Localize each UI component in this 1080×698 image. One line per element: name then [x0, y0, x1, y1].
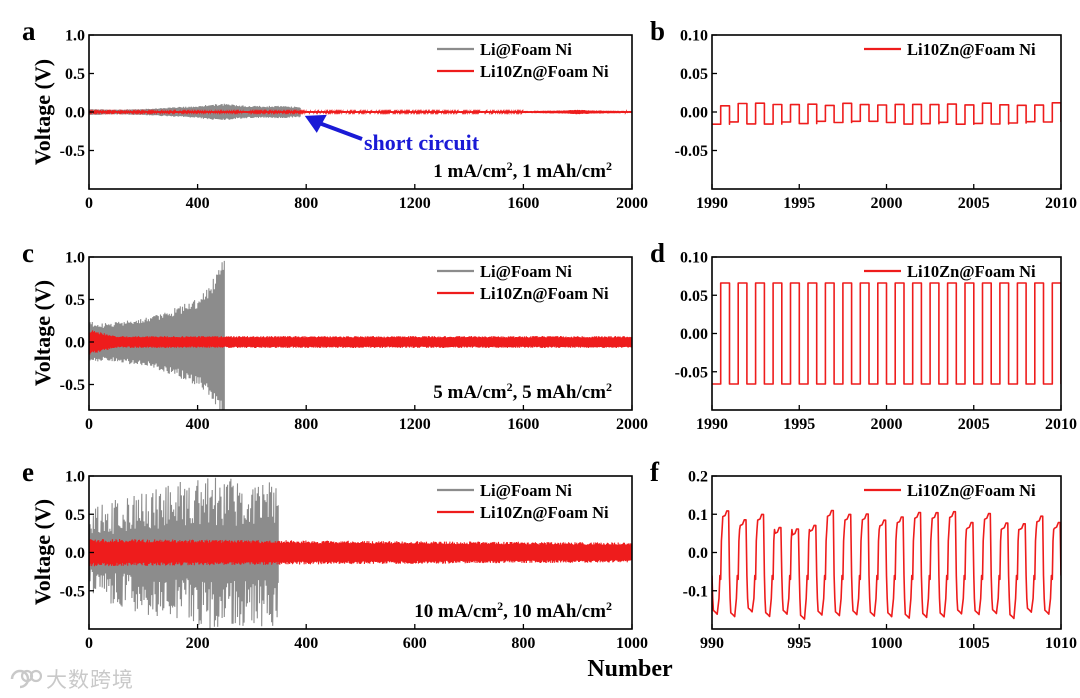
panel-c-xtick-label: 2000	[616, 416, 648, 433]
panel-e-xtick-label: 800	[511, 635, 535, 652]
panel-e-ytick-label: 0.5	[65, 507, 85, 524]
panel-b-xtick-label: 2010	[1045, 195, 1077, 212]
panel-a-series-li10zn-foam-ni	[89, 109, 632, 115]
panel-f-ytick-label: -0.1	[683, 583, 708, 600]
panel-b-xtick-label: 2005	[958, 195, 990, 212]
panel-b-xtick-label: 2000	[871, 195, 903, 212]
panel-e-xtick-label: 200	[186, 635, 210, 652]
panel-e-legend-label: Li10Zn@Foam Ni	[480, 503, 609, 522]
panel-b-ytick-label: -0.05	[675, 143, 708, 160]
panel-d-plot-area	[712, 282, 1061, 385]
panel-d-xtick-label: 2000	[871, 416, 903, 433]
panel-e-xtick-label: 1000	[616, 635, 648, 652]
panel-c-legend-label: Li10Zn@Foam Ni	[480, 284, 609, 303]
panel-c-letter: c	[22, 238, 34, 268]
panel-a-annotation-arrow	[318, 120, 363, 141]
panel-f-ytick-label: 0.2	[688, 469, 708, 486]
panel-d-letter: d	[650, 238, 665, 268]
panel-c-xtick-label: 400	[186, 416, 210, 433]
panel-d-legend-label: Li10Zn@Foam Ni	[907, 262, 1036, 281]
panel-c-plot-area	[89, 260, 632, 410]
panel-f-xtick-label: 995	[787, 635, 811, 652]
panel-e-series-li10zn-foam-ni	[89, 538, 632, 567]
panel-a-y-axis-label: Voltage (V)	[30, 59, 55, 165]
panel-c-condition: 5 mA/cm2, 5 mAh/cm2	[433, 380, 612, 403]
panel-e-condition: 10 mA/cm2, 10 mAh/cm2	[414, 599, 612, 622]
panel-f-xtick-label: 1005	[958, 635, 990, 652]
panel-e-ytick-label: 0.0	[65, 545, 85, 562]
watermark-text: 大数跨境	[46, 668, 134, 692]
panel-b-legend-label: Li10Zn@Foam Ni	[907, 40, 1036, 59]
panel-b-plot-area	[712, 102, 1061, 125]
panel-f-xtick-label: 990	[700, 635, 724, 652]
panel-f-xtick-label: 1010	[1045, 635, 1077, 652]
panel-f-series-li10zn-foam-ni	[712, 509, 1061, 620]
panel-c-ytick-label: 0.5	[65, 292, 85, 309]
panel-a-xtick-label: 400	[186, 195, 210, 212]
panel-b-ytick-label: 0.00	[680, 105, 708, 122]
panel-d-ytick-label: 0.00	[680, 326, 708, 343]
panel-c-xtick-label: 1600	[507, 416, 539, 433]
panel-d-series-li10zn-foam-ni	[712, 282, 1061, 385]
x-axis-label: Number	[587, 656, 673, 682]
panel-e-plot-area	[89, 477, 632, 629]
panel-a-xtick-label: 2000	[616, 195, 648, 212]
panel-b-xtick-label: 1990	[696, 195, 728, 212]
panel-f-letter: f	[650, 457, 660, 487]
panel-a-ytick-label: 1.0	[65, 28, 85, 45]
panel-a-condition: 1 mA/cm2, 1 mAh/cm2	[433, 159, 612, 182]
panel-c-xtick-label: 1200	[399, 416, 431, 433]
panel-a-ytick-label: 0.0	[65, 105, 85, 122]
panel-d-xtick-label: 2010	[1045, 416, 1077, 433]
panel-c-ytick-label: -0.5	[60, 377, 85, 394]
panel-e-ytick-label: 1.0	[65, 469, 85, 486]
panel-f-ytick-label: 0.0	[688, 545, 708, 562]
panel-f-plot-area	[712, 509, 1061, 620]
panel-c-ytick-label: 0.0	[65, 335, 85, 352]
panel-a-xtick-label: 800	[294, 195, 318, 212]
panel-f-xtick-label: 1000	[871, 635, 903, 652]
panel-e-xtick-label: 400	[294, 635, 318, 652]
panel-b-letter: b	[650, 16, 665, 46]
panel-d-ytick-label: 0.10	[680, 250, 708, 267]
panel-a-annotation-arrowhead	[304, 114, 327, 133]
panel-b-ytick-label: 0.05	[680, 66, 708, 83]
panel-a-xtick-label: 1200	[399, 195, 431, 212]
panel-c-series-li10zn-foam-ni	[89, 330, 632, 355]
panel-c-frame	[88, 256, 633, 411]
panel-a-xtick-label: 1600	[507, 195, 539, 212]
panel-e-xtick-label: 600	[403, 635, 427, 652]
panel-a-xtick-label: 0	[85, 195, 93, 212]
watermark: 大数跨境	[8, 664, 134, 694]
panel-c-xtick-label: 0	[85, 416, 93, 433]
panel-a-plot-area	[89, 103, 632, 121]
panel-d-ytick-label: 0.05	[680, 288, 708, 305]
panel-e-y-axis-label: Voltage (V)	[30, 499, 55, 605]
panel-a-legend-label: Li10Zn@Foam Ni	[480, 62, 609, 81]
panel-a-ytick-label: 0.5	[65, 66, 85, 83]
panel-c-xtick-label: 800	[294, 416, 318, 433]
panel-b-xtick-label: 1995	[783, 195, 815, 212]
panel-e-letter: e	[22, 457, 34, 487]
panel-a-legend-label: Li@Foam Ni	[480, 40, 572, 59]
panel-f-legend-label: Li10Zn@Foam Ni	[907, 481, 1036, 500]
panel-d-xtick-label: 1995	[783, 416, 815, 433]
panel-c-y-axis-label: Voltage (V)	[30, 280, 55, 386]
panel-a-ytick-label: -0.5	[60, 143, 85, 160]
panel-e-ytick-label: -0.5	[60, 583, 85, 600]
panel-d-xtick-label: 2005	[958, 416, 990, 433]
panel-c-legend-label: Li@Foam Ni	[480, 262, 572, 281]
panel-c-ytick-label: 1.0	[65, 250, 85, 267]
panel-f-ytick-label: 0.1	[688, 507, 708, 524]
panel-e-legend-label: Li@Foam Ni	[480, 481, 572, 500]
panel-b-ytick-label: 0.10	[680, 28, 708, 45]
watermark-logo-icon	[10, 669, 42, 689]
panel-d-xtick-label: 1990	[696, 416, 728, 433]
panel-e-xtick-label: 0	[85, 635, 93, 652]
panel-a-letter: a	[22, 16, 36, 46]
panel-d-ytick-label: -0.05	[675, 364, 708, 381]
panel-b-series-li10zn-foam-ni	[712, 102, 1061, 125]
panel-a-annotation-text: short circuit	[364, 130, 480, 155]
